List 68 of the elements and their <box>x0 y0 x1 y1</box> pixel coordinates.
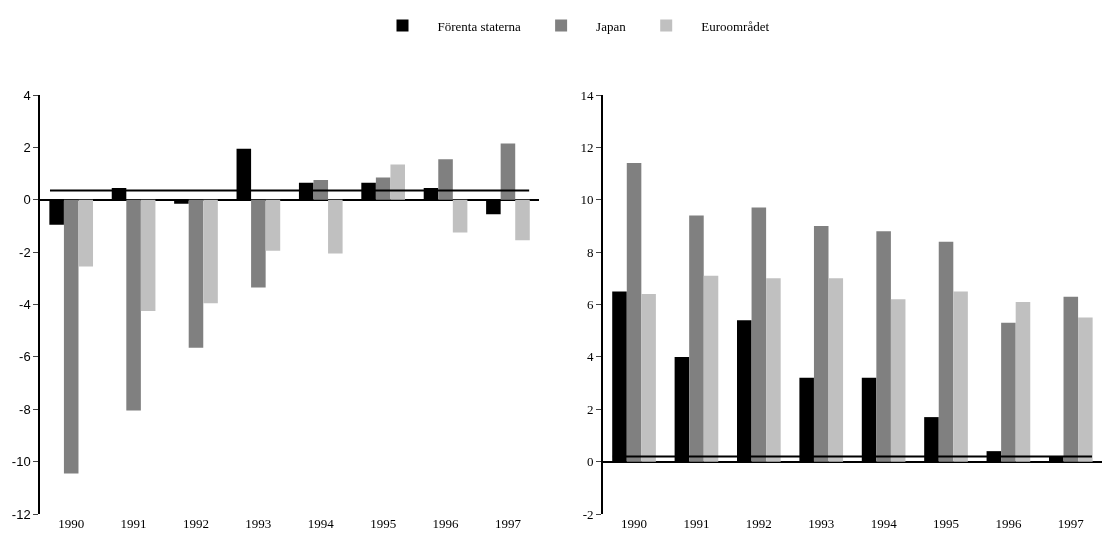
x-tick-label: 1992 <box>182 516 209 531</box>
bar <box>390 164 405 200</box>
y-tick-label: 4 <box>587 349 595 365</box>
bar <box>626 163 642 462</box>
y-tick-label: 14 <box>580 87 595 103</box>
bar <box>63 199 79 474</box>
y-tick-label: -10 <box>11 454 31 470</box>
bar <box>703 275 719 462</box>
bar <box>1001 322 1016 462</box>
bar <box>641 294 656 462</box>
y-tick-label: 8 <box>587 244 594 260</box>
y-tick-label: -2 <box>19 244 31 260</box>
x-tick-label: 1991 <box>120 516 147 531</box>
bar <box>1078 317 1093 462</box>
bar <box>813 225 829 462</box>
legend-label: Japan <box>596 18 627 34</box>
y-tick-label: 10 <box>580 192 594 208</box>
bar <box>126 199 141 411</box>
bar <box>766 278 781 462</box>
y-tick-label: -12 <box>11 506 31 522</box>
y-tick-label: 6 <box>587 297 595 313</box>
y-tick-label: -6 <box>19 349 31 365</box>
bar <box>890 299 906 462</box>
legend-label: Förenta staterna <box>437 18 522 34</box>
bar <box>938 241 954 462</box>
x-tick-label: 1993 <box>808 516 835 531</box>
bar <box>1015 301 1031 462</box>
bar <box>328 199 343 254</box>
legend-label: Euroområdet <box>701 18 770 34</box>
bar <box>78 199 94 267</box>
y-tick-label: 0 <box>23 192 31 208</box>
bar <box>452 199 468 233</box>
x-tick-label: 1994 <box>307 516 335 531</box>
x-tick-label: 1996 <box>995 516 1022 531</box>
y-tick-label: 12 <box>580 139 594 155</box>
bar <box>1063 296 1079 462</box>
y-tick-label: 2 <box>23 139 31 155</box>
bar <box>751 207 767 462</box>
x-tick-label: 1990 <box>58 516 85 531</box>
x-tick-label: 1994 <box>870 516 898 531</box>
y-tick-label: -2 <box>582 506 594 522</box>
bar <box>140 199 156 312</box>
bar <box>500 143 516 200</box>
bar <box>438 159 453 200</box>
y-tick-label: 0 <box>587 454 594 470</box>
bar <box>689 215 704 462</box>
y-tick-label: 2 <box>587 401 594 417</box>
bar <box>188 199 204 348</box>
bar <box>515 199 530 241</box>
bar <box>265 199 281 251</box>
y-tick-label: 4 <box>23 87 31 103</box>
bar <box>828 278 844 462</box>
x-tick-label: 1997 <box>1057 516 1085 531</box>
bar <box>375 177 391 200</box>
y-tick-label: -8 <box>19 401 31 417</box>
bar <box>953 291 968 462</box>
x-tick-label: 1996 <box>432 516 460 531</box>
y-tick-label: -4 <box>19 297 31 313</box>
x-tick-label: 1995 <box>933 516 960 531</box>
x-tick-label: 1990 <box>621 516 648 531</box>
x-tick-label: 1993 <box>245 516 272 531</box>
x-tick-label: 1992 <box>745 516 772 531</box>
bar <box>251 199 266 288</box>
bar <box>203 199 218 304</box>
x-tick-label: 1991 <box>683 516 710 531</box>
x-tick-label: 1995 <box>370 516 397 531</box>
bar <box>876 231 891 462</box>
x-tick-label: 1997 <box>494 516 522 531</box>
